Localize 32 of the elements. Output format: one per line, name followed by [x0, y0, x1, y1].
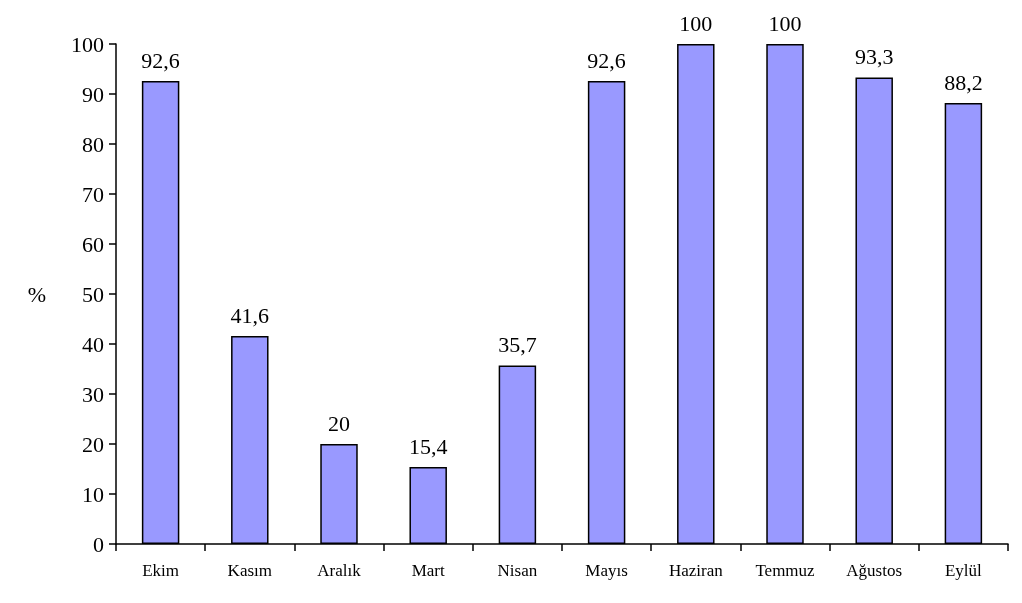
y-tick-label: 20 [82, 431, 104, 457]
y-tick-label: 90 [82, 81, 104, 107]
x-tick-label: Kasım [227, 561, 272, 580]
data-label: 20 [328, 410, 350, 436]
data-label: 92,6 [587, 47, 626, 73]
x-tick-label: Eylül [944, 561, 983, 580]
y-tick-label: 30 [82, 381, 104, 407]
x-tick-label: Nisan [497, 561, 538, 580]
data-label: 92,6 [141, 47, 180, 73]
data-label: 35,7 [498, 332, 537, 357]
data-label: 88,2 [944, 69, 983, 95]
x-tick-label: Temmuz [755, 561, 816, 580]
y-axis-title: % [27, 281, 46, 307]
y-tick-label: 80 [82, 131, 104, 157]
y-tick-label: 60 [82, 231, 104, 257]
y-tick-label: 50 [82, 281, 104, 307]
data-label: 41,6 [230, 302, 270, 328]
y-tick-label: 0 [93, 531, 104, 557]
y-tick-label: 100 [71, 31, 104, 57]
data-label: 15,4 [408, 433, 448, 459]
x-tick-label: Aralık [317, 561, 362, 580]
y-tick-label: 10 [82, 481, 104, 507]
x-tick-label: Ekim [142, 561, 180, 580]
x-tick-label: Mart [411, 561, 445, 580]
x-tick-label: Haziran [668, 561, 724, 580]
data-label: 100 [768, 10, 802, 36]
data-label: 100 [679, 10, 713, 36]
data-label: 93,3 [854, 44, 894, 69]
x-tick-label: Ağustos [846, 561, 903, 580]
y-tick-label: 70 [82, 181, 104, 207]
x-tick-label: Mayıs [585, 561, 628, 580]
y-tick-label: 40 [82, 331, 104, 357]
